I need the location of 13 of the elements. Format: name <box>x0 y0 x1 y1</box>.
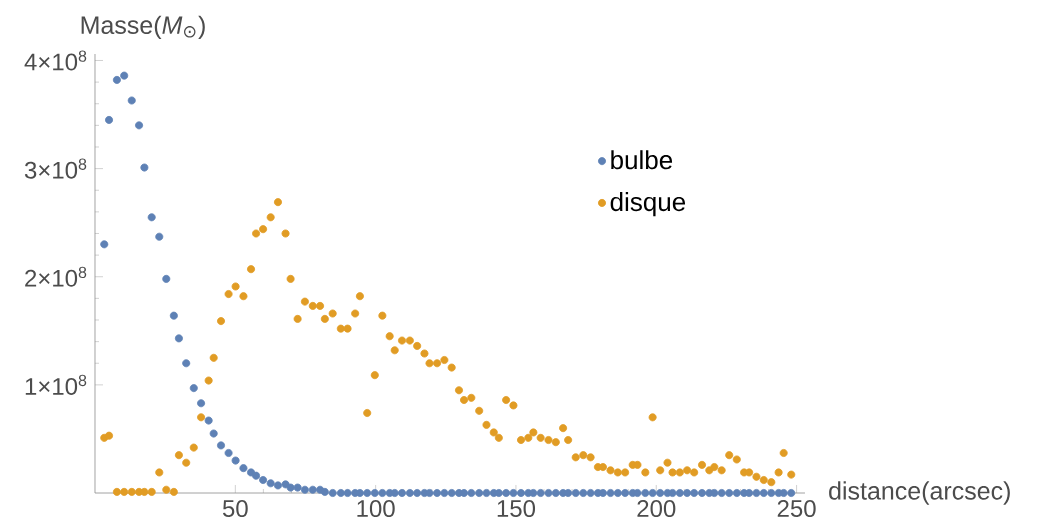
legend-label: disque <box>610 192 686 217</box>
legend-label: bulbe <box>611 150 673 170</box>
x-tick-label: 250 <box>777 500 816 518</box>
y-tick-label: 2×10$^{8}$ <box>25 266 87 287</box>
x-tick-label: 100 <box>357 500 395 518</box>
x-tick-label: 200 <box>637 500 676 518</box>
y-tick-label: 1×10$^{8}$ <box>25 374 87 395</box>
x-tick-label: 50 <box>222 500 248 518</box>
y-tick-label: 3×10$^{8}$ <box>24 158 87 179</box>
x-tick-label: 150 <box>497 500 536 518</box>
y-tick-label: 4×10$^{8}$ <box>24 50 87 71</box>
x-axis-title: distance(arcsec) <box>829 481 1010 505</box>
y-axis-title: Masse(M$_{⊙}$) <box>81 15 205 39</box>
